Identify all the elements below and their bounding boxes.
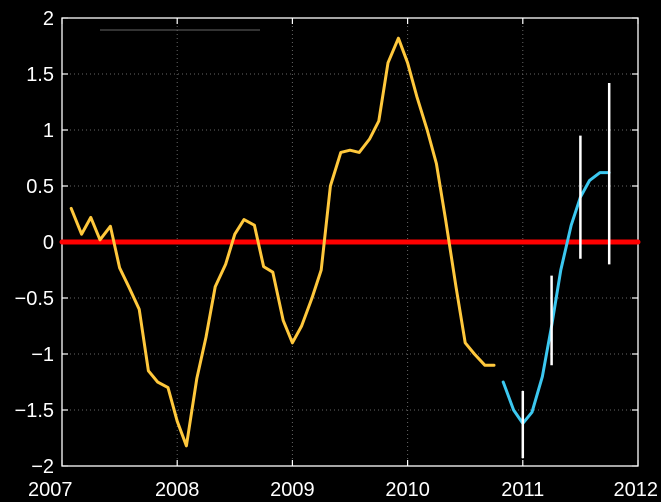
- y-tick-label: −1.5: [15, 400, 54, 422]
- x-tick-label: 2009: [270, 479, 315, 501]
- y-tick-label: 0.5: [26, 176, 54, 198]
- x-tick-label: 2008: [155, 479, 200, 501]
- observed-series-line: [69, 36, 496, 448]
- x-tick-label: 2010: [385, 479, 430, 501]
- x-tick-label: 2007: [28, 479, 73, 501]
- y-tick-label: −1: [31, 344, 54, 366]
- y-tick-label: 2: [43, 8, 54, 30]
- y-tick-label: −2: [31, 456, 54, 478]
- y-tick-label: 1.5: [26, 64, 54, 86]
- x-tick-label: 2011: [501, 479, 544, 501]
- forecast-series-line: [501, 171, 611, 425]
- x-tick-label: 2012: [614, 479, 659, 501]
- error-bars: [521, 82, 611, 459]
- y-tick-label: 1: [43, 120, 54, 142]
- y-tick-label: 0: [43, 232, 54, 254]
- y-tick-label: −0.5: [15, 288, 54, 310]
- series: [69, 36, 611, 448]
- tick-labels: −2 −1.5 −1 −0.5 0 0.5 1 1.5 2 2007 2008 2009 2010 201…: [15, 8, 658, 501]
